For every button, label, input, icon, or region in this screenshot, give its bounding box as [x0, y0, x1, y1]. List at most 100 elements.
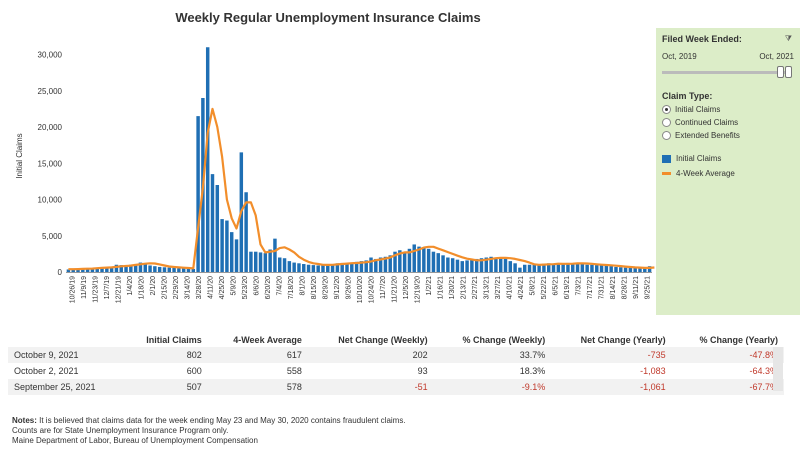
bar-initial-claims — [138, 262, 143, 272]
radio-icon[interactable] — [662, 118, 671, 127]
bar-initial-claims — [378, 257, 383, 272]
x-tick-label: 1/30/21 — [449, 276, 456, 299]
x-tick-label: 2/29/20 — [173, 276, 180, 299]
bar-initial-claims — [85, 268, 90, 272]
bar-initial-claims — [66, 269, 71, 272]
table-cell: 802 — [124, 347, 208, 363]
filter-week-label: Filed Week Ended: — [662, 34, 742, 44]
legend-item: Initial Claims — [662, 154, 794, 163]
x-tick-label: 10/24/20 — [368, 276, 375, 303]
legend-label: 4-Week Average — [676, 169, 735, 178]
table-cell: -1,061 — [551, 379, 672, 395]
bar-initial-claims — [244, 192, 248, 272]
x-tick-label: 9/25/21 — [644, 276, 651, 299]
bar-initial-claims — [297, 263, 301, 272]
bar-initial-claims — [585, 264, 589, 272]
line-4-week-average — [68, 107, 655, 271]
bar-initial-claims — [220, 219, 224, 272]
x-tick-label: 5/22/21 — [541, 276, 548, 299]
bar-initial-claims — [278, 257, 282, 272]
bar-initial-claims — [162, 267, 167, 272]
x-tick-label: 10/26/19 — [70, 276, 77, 303]
bar-initial-claims — [129, 264, 133, 272]
table-row: October 2, 2021 600 558 93 18.3% -1,083 -64.3% — [8, 363, 784, 379]
x-tick-label: 6/6/20 — [254, 276, 261, 296]
bar-initial-claims — [302, 264, 306, 272]
table-cell: 558 — [286, 366, 302, 376]
table-body: October 9, 2021 802 617 202 33.7% -735 -47.8% O… — [8, 347, 784, 395]
bar-initial-claims — [335, 263, 340, 272]
x-tick-label: 2/13/21 — [460, 276, 467, 299]
slider-handle-start[interactable] — [777, 66, 784, 78]
bar-initial-claims — [609, 266, 613, 272]
table-header-cell: Net Change (Yearly) — [580, 335, 666, 345]
x-tick-label: 8/15/20 — [311, 276, 318, 299]
bar-initial-claims — [522, 264, 527, 272]
date-range-slider[interactable] — [662, 65, 794, 79]
legend-line-swatch — [662, 172, 671, 175]
bar-initial-claims — [287, 261, 292, 272]
bar-initial-claims — [215, 185, 220, 272]
bar-initial-claims — [364, 260, 368, 272]
x-tick-label: 3/27/21 — [495, 276, 502, 299]
bar-initial-claims — [508, 261, 513, 272]
bar-initial-claims — [258, 252, 263, 272]
bar-initial-claims — [450, 258, 455, 272]
bar-initial-claims — [551, 264, 556, 272]
bar-initial-claims — [628, 267, 633, 272]
x-tick-label: 6/5/21 — [552, 276, 559, 296]
table-cell: 18.3% — [519, 366, 546, 376]
table-header-cell — [8, 333, 124, 347]
x-tick-label: 12/21/19 — [116, 276, 123, 303]
bar-initial-claims — [133, 264, 138, 272]
table-cell: -51 — [307, 379, 434, 395]
y-tick-label: 25,000 — [38, 87, 63, 96]
bar-initial-claims — [249, 251, 253, 272]
x-tick-label: 12/19/20 — [414, 276, 421, 303]
x-tick-label: 7/18/20 — [288, 276, 295, 299]
notes-line-2: Counts are for State Unemployment Insura… — [12, 426, 229, 435]
chart-legend: Initial Claims 4-Week Average — [662, 154, 794, 178]
claim-type-option-initial-claims[interactable]: Initial Claims — [662, 105, 794, 114]
bar-initial-claims — [105, 267, 109, 272]
bar-initial-claims — [229, 232, 234, 272]
bar-initial-claims — [503, 258, 508, 272]
bar-initial-claims — [369, 257, 373, 272]
radio-icon[interactable] — [662, 105, 671, 114]
x-tick-label: 5/23/20 — [242, 276, 249, 299]
x-tick-label: 12/7/19 — [104, 276, 111, 299]
claim-type-option-label: Initial Claims — [675, 105, 721, 114]
table-cell: -47.8% — [671, 347, 784, 363]
filter-clear-icon[interactable]: ⧩ — [784, 34, 792, 43]
bar-initial-claims — [407, 248, 412, 272]
bar-initial-claims — [263, 253, 268, 272]
bar-initial-claims — [571, 263, 575, 272]
bar-initial-claims — [513, 263, 517, 272]
bar-initial-claims — [446, 257, 450, 272]
table-header-cell: % Change (Yearly) — [699, 335, 778, 345]
bar-initial-claims — [181, 268, 186, 272]
bar-initial-claims — [119, 265, 123, 272]
x-tick-label: 9/26/20 — [346, 276, 353, 299]
x-tick-label: 7/3/21 — [575, 276, 582, 296]
slider-handle-end[interactable] — [785, 66, 792, 78]
table-cell: 202 — [307, 347, 434, 363]
filter-panel: Filed Week Ended: ⧩ Oct, 2019 Oct, 2021 … — [656, 28, 800, 315]
bar-initial-claims — [647, 266, 652, 272]
y-tick-label: 15,000 — [38, 159, 63, 168]
bar-initial-claims — [254, 251, 258, 272]
bar-initial-claims — [374, 258, 378, 272]
bar-initial-claims — [484, 257, 489, 272]
table-cell: 578 — [207, 379, 308, 395]
claim-type-option-extended-benefits[interactable]: Extended Benefits — [662, 131, 794, 140]
bar-initial-claims — [177, 268, 181, 272]
radio-icon[interactable] — [662, 131, 671, 140]
bar-initial-claims — [623, 267, 628, 272]
table-scrollbar[interactable] — [773, 347, 783, 391]
bar-initial-claims — [590, 264, 594, 272]
x-tick-label: 6/20/20 — [265, 276, 272, 299]
claim-type-option-continued-claims[interactable]: Continued Claims — [662, 118, 794, 127]
bar-initial-claims — [556, 264, 561, 272]
x-tick-label: 10/10/20 — [357, 276, 364, 303]
bar-initial-claims — [186, 268, 191, 272]
